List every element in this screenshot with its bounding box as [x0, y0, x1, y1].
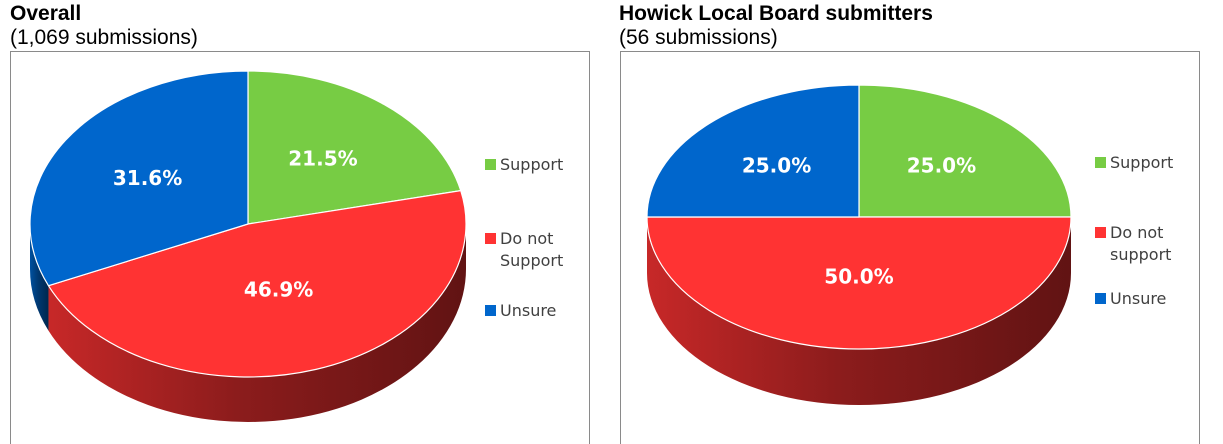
pie-side-do-not-support: [48, 224, 467, 422]
slice-label-unsure: 31.6%: [113, 166, 182, 190]
legend-swatch-unsure: [485, 305, 496, 316]
pie-chart-overall: 21.5% 46.9% 31.6% Support Do not Support Unsur…: [29, 70, 563, 422]
chart-subtitle: (56 submissions): [619, 26, 778, 49]
pie-side-unsure: [30, 224, 49, 331]
legend-label-support: Support: [1110, 153, 1173, 172]
legend-swatch-support: [485, 159, 496, 170]
legend-swatch-do-not-support: [1095, 227, 1106, 238]
legend-label-do-not-support: Do not: [500, 229, 553, 248]
pie-chart-howick: 25.0% 50.0% 25.0% Support Do not support Unsur…: [646, 84, 1173, 405]
slice-label-unsure: 25.0%: [742, 154, 811, 178]
pie-slice-unsure: [29, 70, 249, 287]
slice-label-do-not-support: 50.0%: [824, 264, 893, 288]
chart-frame-howick: 25.0% 50.0% 25.0% Support Do not support Unsur…: [620, 51, 1200, 444]
legend-swatch-do-not-support: [485, 233, 496, 244]
chart-title: Howick Local Board submitters: [619, 2, 933, 25]
legend-label-unsure: Unsure: [500, 301, 556, 320]
pie-slice-do-not-support: [47, 190, 467, 378]
pie-side-do-not-support: [647, 217, 1071, 405]
chart-title: Overall: [10, 2, 82, 25]
legend-label-support: Support: [500, 155, 563, 174]
pie-slice-support: [247, 70, 462, 225]
pie-slice-support: [858, 84, 1072, 218]
legend-label-do-not-support: Do not: [1110, 223, 1163, 242]
legend-label-do-not-support: support: [1110, 245, 1171, 264]
legend-label-unsure: Unsure: [1110, 289, 1166, 308]
legend-swatch-support: [1095, 157, 1106, 168]
slice-label-do-not-support: 46.9%: [244, 277, 313, 301]
legend-swatch-unsure: [1095, 293, 1106, 304]
legend-label-do-not-support: Support: [500, 251, 563, 270]
chart-frame-overall: 21.5% 46.9% 31.6% Support Do not Support Unsur…: [10, 51, 590, 444]
pie-slice-do-not-support: [646, 216, 1072, 350]
chart-subtitle: (1,069 submissions): [10, 26, 198, 49]
pie-slice-unsure: [646, 84, 860, 218]
slice-label-support: 25.0%: [907, 154, 976, 178]
slice-label-support: 21.5%: [288, 146, 357, 170]
